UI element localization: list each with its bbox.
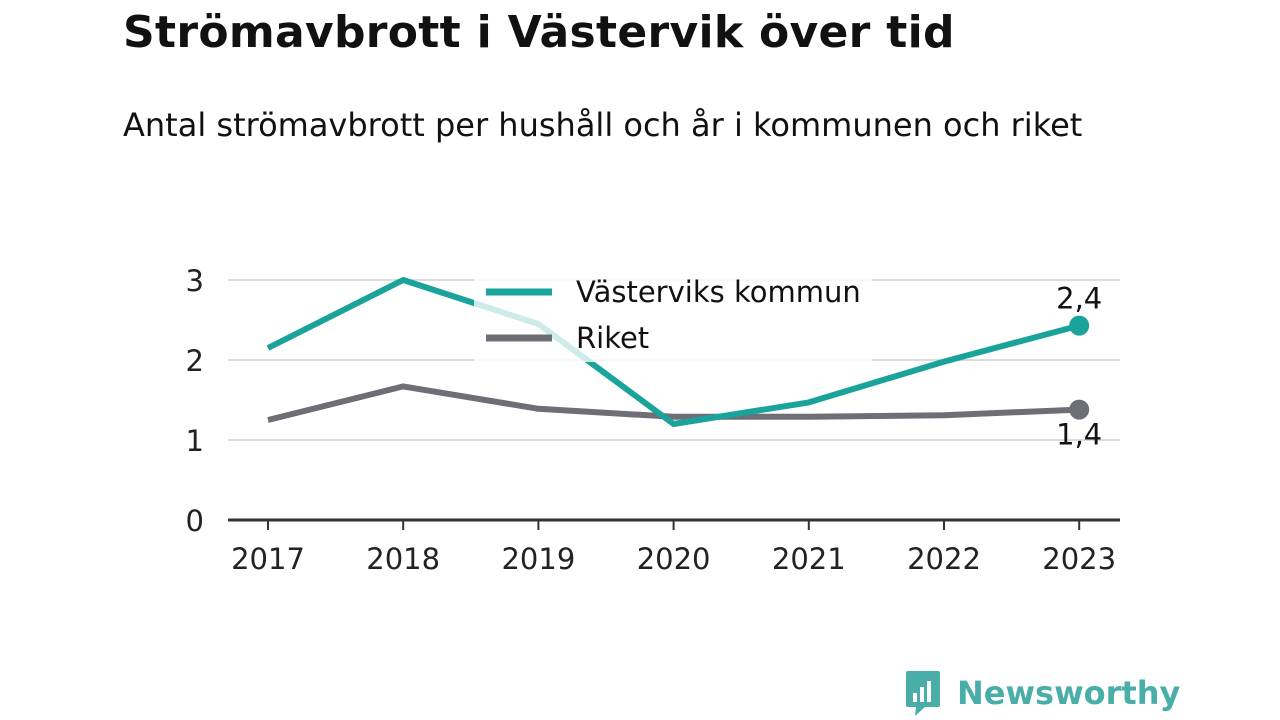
legend-label: Riket bbox=[576, 321, 649, 355]
y-tick-label: 1 bbox=[186, 424, 204, 458]
y-tick-label: 0 bbox=[186, 504, 204, 538]
chart-title: Strömavbrott i Västervik över tid bbox=[123, 7, 955, 58]
y-tick-label: 2 bbox=[186, 344, 204, 378]
x-tick-label: 2021 bbox=[772, 542, 846, 576]
x-tick-label: 2018 bbox=[366, 542, 440, 576]
end-value-label: 2,4 bbox=[1056, 282, 1102, 316]
legend-label: Västerviks kommun bbox=[576, 275, 861, 309]
x-tick-label: 2023 bbox=[1042, 542, 1116, 576]
brand-logo: Newsworthy bbox=[903, 668, 1180, 718]
series-lines bbox=[266, 277, 1090, 427]
end-labels: 2,4 1,4 bbox=[1056, 282, 1102, 452]
end-value-label: 1,4 bbox=[1056, 418, 1102, 452]
x-tick-label: 2017 bbox=[231, 542, 305, 576]
brand-name: Newsworthy bbox=[957, 674, 1181, 712]
series-line-vasterviks-kommun bbox=[266, 277, 1080, 427]
y-tick-label: 3 bbox=[186, 264, 204, 298]
chart-subtitle: Antal strömavbrott per hushåll och år i … bbox=[123, 106, 1083, 144]
bar-chart-speech-bubble-icon bbox=[906, 671, 940, 716]
x-axis: 2017 2018 2019 2020 2021 2022 2023 bbox=[228, 518, 1120, 576]
x-tick-label: 2020 bbox=[637, 542, 711, 576]
series-line-riket bbox=[267, 383, 1080, 423]
x-tick-label: 2022 bbox=[907, 542, 981, 576]
series-end-point bbox=[1069, 399, 1090, 420]
series-end-point bbox=[1069, 315, 1090, 336]
legend: Västerviks kommun Riket bbox=[474, 266, 872, 362]
x-tick-label: 2019 bbox=[501, 542, 575, 576]
legend-background bbox=[474, 266, 872, 362]
